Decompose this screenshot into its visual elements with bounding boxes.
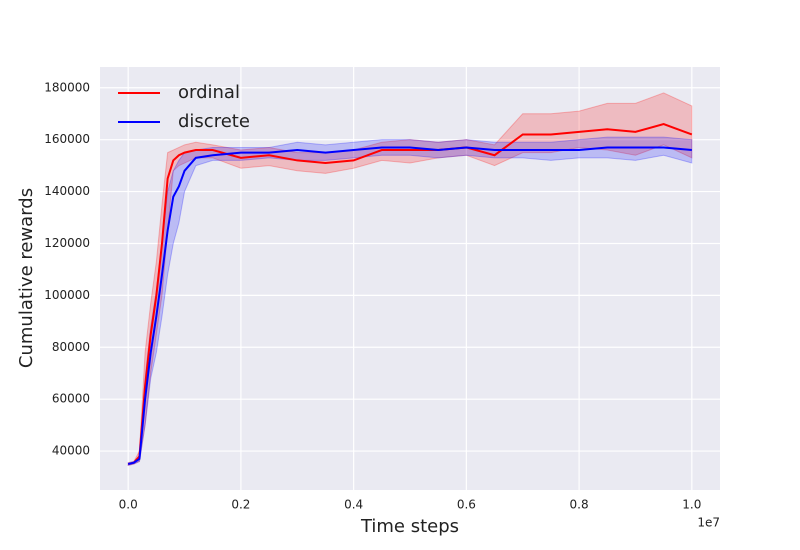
plot-area bbox=[100, 67, 720, 490]
x-offset-label: 1e7 bbox=[697, 516, 720, 530]
y-tick-label: 100000 bbox=[44, 288, 90, 302]
x-tick-label: 0.4 bbox=[344, 498, 363, 512]
error-band bbox=[127, 92, 693, 466]
legend-label: ordinal bbox=[178, 82, 240, 103]
line bbox=[127, 123, 693, 466]
y-tick-label: 180000 bbox=[44, 80, 90, 94]
line bbox=[127, 146, 692, 466]
x-tick-label: 0.8 bbox=[570, 498, 589, 512]
y-tick-label: 120000 bbox=[44, 236, 90, 250]
y-tick-label: 60000 bbox=[52, 392, 90, 406]
legend-label: discrete bbox=[178, 111, 250, 132]
y-tick-label: 160000 bbox=[44, 132, 90, 146]
x-tick-label: 1.0 bbox=[682, 498, 701, 512]
y-tick-label: 40000 bbox=[52, 444, 90, 458]
x-axis-label: Time steps bbox=[360, 516, 459, 537]
y-tick-label: 80000 bbox=[52, 340, 90, 354]
x-tick-label: 0.0 bbox=[119, 498, 138, 512]
y-axis-label: Cumulative rewards bbox=[16, 188, 37, 368]
y-tick-label: 140000 bbox=[44, 184, 90, 198]
x-tick-label: 0.2 bbox=[231, 498, 250, 512]
x-tick-label: 0.6 bbox=[457, 498, 476, 512]
